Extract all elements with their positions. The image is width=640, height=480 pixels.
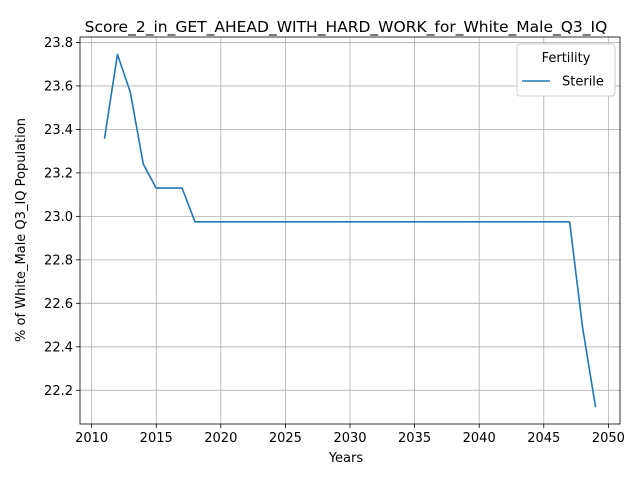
x-tick-label: 2030 (333, 431, 366, 446)
legend-box (516, 43, 616, 97)
y-tick-label: 23.0 (44, 210, 73, 225)
x-tick-label: 2020 (204, 431, 237, 446)
x-tick-label: 2035 (398, 431, 431, 446)
y-tick-label: 22.2 (44, 384, 73, 399)
y-axis-ticks: 22.2 22.4 22.6 22.8 23.0 23.2 23.4 23.6 23.8 (44, 36, 80, 399)
x-tick-label: 2040 (463, 431, 496, 446)
legend: Fertility Sterile (516, 43, 616, 97)
x-tick-label: 2010 (75, 431, 108, 446)
x-tick-label: 2015 (140, 431, 173, 446)
series-line-sterile (103, 53, 597, 408)
legend-title: Fertility (542, 51, 591, 66)
y-tick-label: 23.2 (44, 166, 73, 181)
x-tick-label: 2050 (592, 431, 625, 446)
y-tick-label: 23.6 (44, 79, 73, 94)
y-tick-label: 23.8 (44, 36, 73, 51)
x-tick-label: 2025 (269, 431, 302, 446)
y-axis-label: % of White_Male Q3_IQ Population (14, 118, 29, 342)
series-layer (103, 53, 597, 408)
grid (80, 37, 620, 424)
y-tick-label: 22.4 (44, 340, 73, 355)
x-tick-label: 2045 (527, 431, 560, 446)
y-tick-label: 22.6 (44, 297, 73, 312)
chart-title: Score_2_in_GET_AHEAD_WITH_HARD_WORK_for_… (85, 18, 608, 37)
y-tick-label: 22.8 (44, 253, 73, 268)
legend-label-sterile: Sterile (562, 75, 604, 90)
x-axis-label: Years (328, 451, 364, 466)
y-tick-label: 23.4 (44, 123, 73, 138)
x-axis-ticks: 2010 2015 2020 2025 2030 2035 2040 2045 2050 (75, 424, 625, 446)
